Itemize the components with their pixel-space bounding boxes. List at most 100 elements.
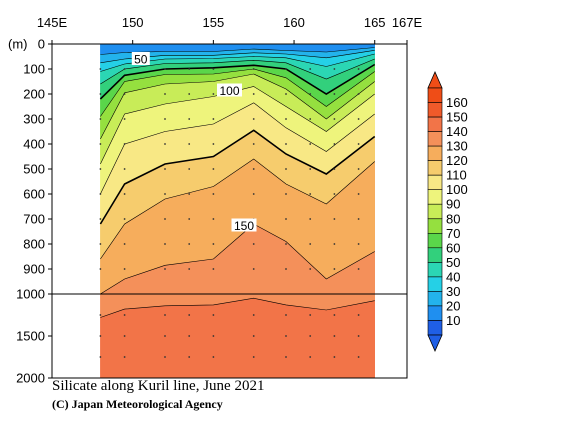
sample-point	[333, 193, 336, 195]
x-tick-label-165: 165	[364, 15, 386, 30]
plot-border	[51, 43, 408, 379]
x-axis-ticks: 145E 150 155 160 165 167E	[37, 15, 423, 44]
sample-point	[212, 314, 215, 316]
y-tick-label-700: 700	[23, 212, 45, 227]
sample-point	[309, 268, 312, 270]
sample-point	[333, 118, 336, 120]
sample-point	[333, 268, 336, 270]
sample-point	[252, 193, 255, 195]
colorbar-label-60: 60	[446, 240, 460, 255]
y-tick-label-300: 300	[23, 112, 45, 127]
sample-point	[285, 356, 287, 358]
sample-point	[188, 193, 191, 195]
colorbar-swatch	[427, 203, 443, 220]
contour-line-40	[100, 58, 375, 85]
sample-point	[123, 93, 126, 95]
chart-title: Silicate along Kuril line, June 2021	[52, 378, 265, 394]
contour-line-70	[100, 73, 375, 140]
sample-point	[99, 193, 102, 195]
sample-point	[285, 314, 287, 316]
sample-point	[309, 314, 312, 316]
sample-point	[188, 335, 191, 337]
sample-point	[285, 118, 287, 120]
colorbar-label-40: 40	[446, 269, 460, 284]
contour-label-bg	[217, 83, 242, 97]
colorbar-swatch	[427, 160, 443, 176]
sample-point	[164, 243, 166, 245]
sample-point	[285, 143, 287, 145]
y-tick-label-0: 0	[38, 37, 45, 52]
sample-point	[285, 68, 287, 70]
sample-point	[333, 335, 336, 337]
sample-point	[212, 118, 215, 120]
colorbar-swatch	[427, 102, 443, 118]
contour-line-100	[99, 129, 376, 225]
y-tick-label-200: 200	[23, 87, 45, 102]
sample-point	[333, 218, 336, 220]
sample-point	[99, 218, 102, 220]
sample-point	[212, 168, 215, 170]
contour-label-bg	[231, 218, 257, 232]
sample-point	[285, 168, 287, 170]
sample-point	[164, 218, 166, 220]
sample-point	[188, 93, 191, 95]
sample-point	[357, 268, 360, 270]
sample-point	[164, 143, 166, 145]
y-tick-label-1000: 1000	[16, 287, 45, 302]
sample-point	[252, 93, 255, 95]
sample-point	[212, 243, 215, 245]
colorbar-label-160: 160	[446, 95, 468, 110]
sample-point	[164, 356, 166, 358]
sample-point	[333, 356, 336, 358]
sample-point	[285, 335, 287, 337]
colorbar-label-80: 80	[446, 211, 460, 226]
contour-label-100: 100	[219, 84, 239, 98]
y-tick-label-500: 500	[23, 162, 45, 177]
contour-label-bg	[131, 52, 150, 65]
sample-point	[123, 268, 126, 270]
y-tick-label-100: 100	[23, 62, 45, 77]
contour-label-50: 50	[134, 53, 148, 67]
sample-point	[123, 356, 126, 358]
colorbar-label-10: 10	[446, 313, 460, 328]
colorbar-swatch	[427, 305, 443, 321]
sample-point	[252, 168, 255, 170]
sample-point	[212, 68, 215, 70]
colorbar-label-150: 150	[446, 110, 468, 125]
colorbar-top-arrow	[427, 71, 443, 89]
y-tick-label-600: 600	[23, 187, 45, 202]
sample-point	[123, 314, 126, 316]
sample-point	[99, 356, 102, 358]
y-axis-ticks: 0 100 200 300 400 500 600 700 800 900 1000 1500 2000…	[8, 37, 52, 386]
sample-point	[212, 93, 215, 95]
y-tick-label-900: 900	[23, 262, 45, 277]
sample-point	[188, 68, 191, 70]
sample-point	[357, 143, 360, 145]
credit-text: (C) Japan Meteorological Agency	[52, 397, 223, 411]
sample-point	[357, 168, 360, 170]
sample-point	[164, 93, 166, 95]
colorbar-swatch	[427, 131, 443, 147]
sample-point	[357, 314, 360, 316]
sample-point	[212, 335, 215, 337]
sample-point	[309, 143, 312, 145]
sample-point	[212, 268, 215, 270]
sample-point	[333, 314, 336, 316]
sample-point	[188, 118, 191, 120]
colorbar-label-120: 120	[446, 153, 468, 168]
y-tick-label-800: 800	[23, 237, 45, 252]
colorbar-label-30: 30	[446, 284, 460, 299]
sample-point	[164, 193, 166, 195]
sample-point	[333, 143, 336, 145]
sample-point	[252, 118, 255, 120]
contour-band-13	[100, 297, 376, 379]
contour-line-20	[100, 50, 375, 64]
sample-point	[99, 168, 102, 170]
contour-line-60	[100, 68, 375, 117]
sample-point	[188, 168, 191, 170]
sample-point	[164, 268, 166, 270]
sample-point	[123, 68, 126, 70]
sample-point	[164, 335, 166, 337]
